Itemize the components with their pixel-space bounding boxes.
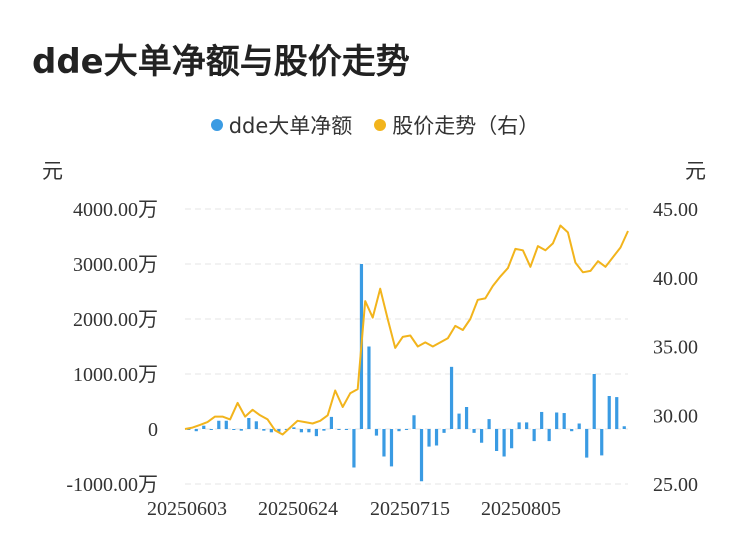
dde-bar bbox=[495, 429, 499, 451]
right-unit-label: 元 bbox=[685, 159, 706, 183]
dde-bar bbox=[374, 429, 379, 436]
left-tick-label: 1000.00万 bbox=[73, 364, 158, 386]
dde-bar bbox=[585, 429, 589, 458]
dde-bar bbox=[314, 429, 318, 437]
dde-bar bbox=[284, 429, 288, 430]
dde-bar bbox=[329, 416, 334, 429]
dde-bar bbox=[502, 429, 506, 457]
dde-bar bbox=[277, 429, 281, 432]
x-tick-label: 20250624 bbox=[258, 498, 338, 520]
dde-bar bbox=[194, 429, 198, 432]
right-tick-label: 35.00 bbox=[653, 337, 698, 359]
dde-bar bbox=[479, 429, 484, 443]
left-tick-label: 2000.00万 bbox=[73, 309, 158, 331]
dde-bar bbox=[269, 429, 273, 433]
right-tick-label: 45.00 bbox=[653, 199, 698, 221]
dde-bar bbox=[570, 429, 574, 432]
price-line-path bbox=[184, 224, 629, 436]
left-tick-label: 3000.00万 bbox=[73, 254, 158, 276]
dde-bar bbox=[510, 429, 514, 449]
right-tick-label: 30.00 bbox=[653, 405, 698, 427]
left-unit-label: 元 bbox=[42, 159, 63, 183]
dde-bar bbox=[532, 429, 536, 442]
legend-dot-dde bbox=[210, 119, 223, 131]
dde-bar bbox=[449, 366, 454, 429]
legend-label-price: 股价走势（右） bbox=[392, 114, 540, 138]
dde-bar bbox=[299, 429, 303, 433]
dde-bar bbox=[337, 429, 341, 430]
legend-item-price[interactable]: 股价走势（右） bbox=[374, 110, 539, 140]
dde-bar bbox=[517, 422, 521, 429]
dde-bar bbox=[419, 429, 424, 482]
dde-bar bbox=[307, 429, 311, 433]
dde-bar bbox=[457, 413, 461, 429]
right-tick-label: 25.00 bbox=[653, 474, 698, 496]
left-tick-label: -1000.00万 bbox=[66, 474, 158, 496]
dde-bar bbox=[577, 423, 581, 429]
x-tick-label: 20250805 bbox=[481, 498, 561, 520]
dde-bar bbox=[487, 419, 491, 429]
dde-bar bbox=[352, 429, 356, 468]
dde-bar bbox=[525, 422, 529, 429]
dde-bar bbox=[224, 420, 228, 429]
dde-bar bbox=[622, 426, 626, 429]
chart-title: dde大单净额与股价走势 bbox=[32, 42, 410, 82]
dde-bar bbox=[404, 429, 409, 430]
dde-bar bbox=[555, 412, 559, 429]
dde-bar bbox=[547, 429, 551, 442]
dde-bar bbox=[615, 397, 619, 429]
dde-bar bbox=[232, 429, 236, 430]
dde-bar bbox=[592, 374, 596, 429]
dde-bar bbox=[427, 429, 431, 447]
dde-bar bbox=[202, 425, 206, 429]
dde-bar bbox=[464, 407, 469, 429]
dde-bar bbox=[247, 418, 251, 429]
dde-bar bbox=[344, 429, 349, 430]
dde-bar bbox=[472, 429, 476, 433]
dde-bar bbox=[412, 415, 416, 429]
dde-bar bbox=[187, 429, 191, 430]
x-tick-label: 20250715 bbox=[370, 498, 450, 520]
dde-bar bbox=[292, 427, 296, 429]
dde-bar bbox=[382, 429, 386, 457]
dde-bar bbox=[262, 429, 266, 431]
legend: dde大单净额 股价走势（右） bbox=[0, 110, 750, 140]
legend-dot-price bbox=[374, 119, 387, 131]
legend-item-dde[interactable]: dde大单净额 bbox=[210, 110, 353, 140]
dde-bar bbox=[397, 429, 401, 432]
dde-bar bbox=[389, 429, 394, 467]
dde-bar bbox=[254, 421, 258, 429]
dde-bar bbox=[209, 429, 213, 430]
legend-label-dde: dde大单净额 bbox=[228, 114, 353, 138]
dde-bar bbox=[607, 396, 611, 429]
dde-bar bbox=[434, 429, 439, 446]
dde-bar bbox=[217, 420, 221, 429]
dde-bar bbox=[540, 411, 544, 429]
dde-bar bbox=[442, 429, 446, 433]
left-tick-label: 0 bbox=[148, 419, 158, 441]
x-tick-label: 20250603 bbox=[147, 498, 227, 520]
dde-bar bbox=[367, 346, 371, 429]
left-tick-label: 4000.00万 bbox=[73, 199, 158, 221]
dde-bar bbox=[322, 429, 326, 431]
dde-bar bbox=[600, 429, 604, 456]
right-tick-label: 40.00 bbox=[653, 268, 698, 290]
dde-bar bbox=[562, 413, 566, 429]
dde-bar bbox=[239, 429, 243, 431]
